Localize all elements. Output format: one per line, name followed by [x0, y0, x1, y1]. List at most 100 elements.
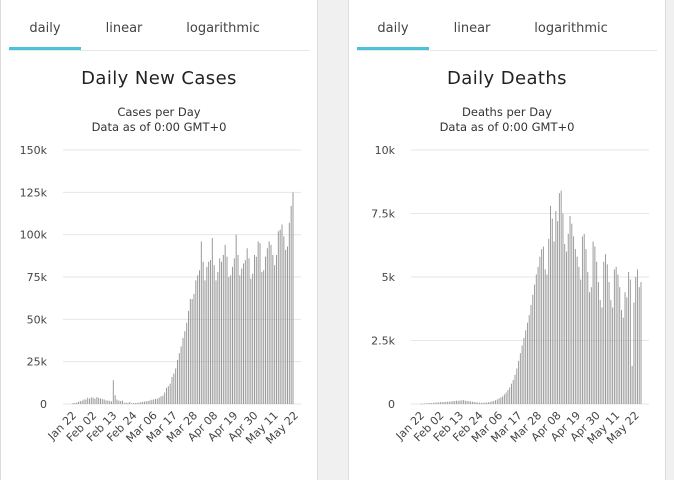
bar [594, 246, 596, 404]
cases-panel: daily linear logarithmic Daily New Cases… [0, 0, 318, 480]
bar [589, 292, 591, 404]
bar [173, 373, 175, 404]
bar [162, 395, 164, 404]
bar [514, 374, 516, 404]
bar [239, 275, 241, 404]
bar [88, 398, 91, 404]
bar [165, 387, 168, 404]
bar [255, 256, 257, 404]
bar [519, 353, 521, 404]
bar [132, 403, 135, 404]
bar [134, 402, 136, 404]
bar [195, 280, 197, 404]
bar [153, 399, 155, 404]
bar [277, 231, 279, 404]
bar [74, 402, 76, 404]
bar [213, 265, 215, 404]
bar [496, 399, 498, 404]
bar [464, 400, 466, 404]
bar [103, 399, 105, 404]
bar [581, 236, 583, 404]
tab-linear[interactable]: linear [105, 21, 143, 36]
bar [143, 401, 146, 404]
bar [138, 402, 140, 404]
bar [448, 401, 450, 404]
bar [597, 282, 599, 404]
tab-linear[interactable]: linear [453, 21, 491, 36]
bar [125, 402, 127, 404]
tab-daily[interactable]: daily [357, 0, 429, 50]
bar [109, 400, 111, 404]
bar [105, 400, 107, 404]
bar [112, 380, 114, 404]
bar [500, 397, 502, 404]
bar [565, 251, 567, 404]
bar [493, 400, 495, 404]
bar [432, 402, 434, 404]
bar [286, 246, 289, 404]
bar [599, 299, 601, 404]
bar [455, 400, 457, 404]
bar [580, 279, 582, 404]
bar [560, 190, 562, 404]
bar [235, 234, 237, 404]
bar [557, 221, 559, 404]
bar [208, 261, 210, 404]
bar [564, 243, 566, 404]
bar [587, 271, 589, 404]
bar [590, 287, 592, 404]
bar [110, 401, 113, 404]
bar [585, 249, 587, 404]
bar [606, 264, 608, 404]
bar [509, 387, 511, 404]
bar [542, 246, 544, 404]
bar [626, 297, 628, 404]
bar [261, 271, 263, 404]
bar [592, 241, 594, 404]
bar [175, 368, 177, 404]
bar [237, 254, 239, 404]
bar [541, 249, 543, 404]
bar [429, 403, 431, 404]
y-tick-label: 10k [375, 144, 396, 157]
bar [123, 402, 125, 404]
bar [285, 249, 287, 404]
bar [440, 402, 442, 404]
bar [85, 399, 87, 404]
bar [96, 397, 98, 404]
bar [482, 402, 484, 404]
bar [222, 254, 224, 404]
bar [420, 403, 422, 405]
tab-logarithmic[interactable]: logarithmic [534, 21, 608, 36]
bar [477, 402, 479, 404]
bar [217, 271, 219, 404]
bar [518, 360, 520, 404]
bar [622, 317, 624, 404]
bar [290, 205, 292, 404]
tab-logarithmic[interactable]: logarithmic [186, 21, 260, 36]
bar [189, 299, 191, 404]
bar [171, 376, 173, 404]
bar [436, 402, 438, 404]
bar [613, 269, 615, 404]
y-tick-label: 25k [27, 356, 48, 369]
bar [142, 401, 144, 404]
y-tick-label: 0 [388, 398, 395, 411]
y-tick-label: 7.5k [371, 208, 395, 221]
bar [206, 266, 208, 404]
bar [596, 261, 598, 404]
bar [521, 345, 523, 404]
bar [532, 294, 534, 404]
bar [209, 260, 212, 404]
chart-title: Daily Deaths [447, 68, 567, 89]
bar [270, 244, 272, 404]
tab-daily[interactable]: daily [9, 0, 81, 50]
chart-tabs: daily linear logarithmic [357, 0, 657, 51]
y-tick-label: 125k [20, 186, 48, 199]
bar [486, 402, 488, 404]
y-tick-label: 75k [27, 271, 48, 284]
bar [468, 401, 470, 404]
bar [526, 322, 528, 404]
bar [131, 403, 133, 404]
